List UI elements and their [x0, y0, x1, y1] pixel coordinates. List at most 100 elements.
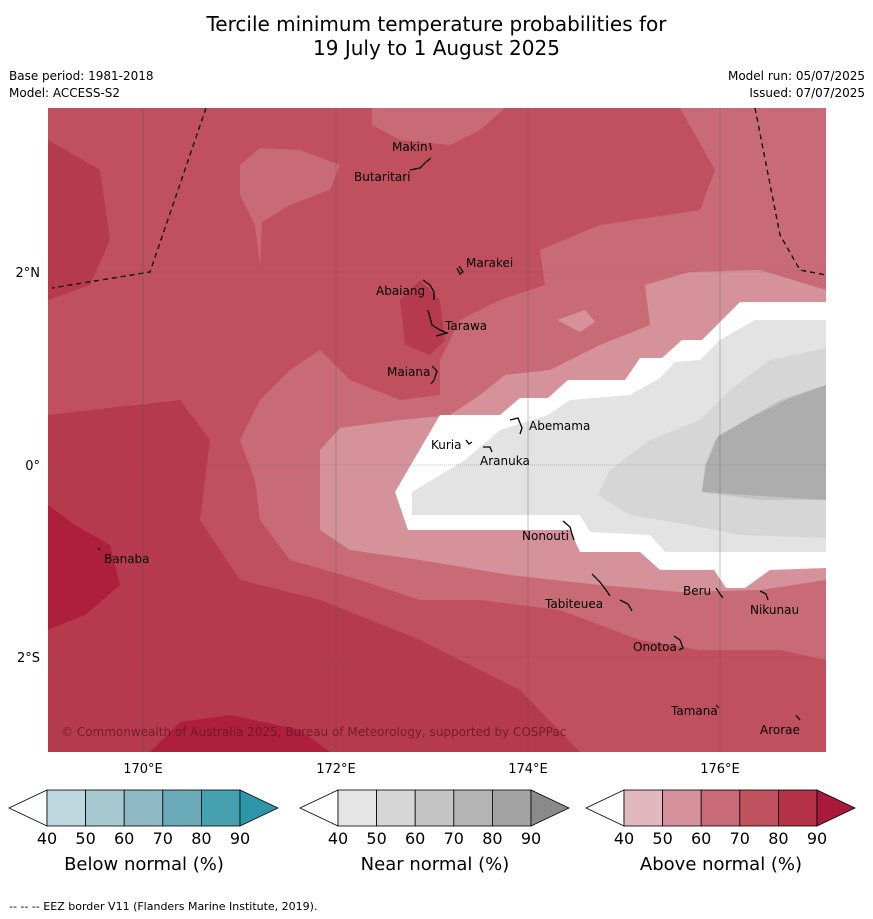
place-onotoa: Onotoa [633, 640, 677, 654]
island-marakei [456, 265, 464, 275]
island-tarawa [427, 309, 449, 337]
island-makin [429, 142, 432, 151]
colorbar-near [299, 789, 570, 827]
lon-label-174: 174°E [508, 762, 548, 777]
island-tamana [715, 704, 720, 709]
island-abemama [509, 417, 523, 435]
graticule [48, 108, 826, 752]
copyright-text: © Commonwealth of Australia 2025, Bureau… [61, 725, 566, 739]
island-maiana [430, 365, 438, 385]
map-fill-layer [48, 108, 826, 752]
place-butaritari: Butaritari [354, 170, 411, 184]
colorbar-above-segment [662, 789, 702, 827]
band-above-60-north [372, 108, 505, 145]
colorbar-below-segment [200, 789, 241, 827]
colorbar-near-title: Near normal (%) [360, 854, 510, 875]
colorbar-near-segment [453, 789, 493, 827]
footer-note: -- -- -- EEZ border V11 (Flanders Marine… [9, 900, 318, 913]
place-tamana: Tamana [670, 704, 718, 718]
lat-label-0: 0° [25, 459, 40, 474]
place-abemama: Abemama [529, 419, 590, 433]
island-butaritari [409, 157, 432, 171]
islands [97, 142, 801, 721]
island-aranuka [483, 446, 493, 453]
place-tabiteuea: Tabiteuea [544, 597, 603, 611]
colorbar-below-segment [162, 789, 202, 827]
issued-date: Issued: 07/07/2025 [749, 86, 865, 100]
band-near-80 [702, 385, 826, 500]
place-maiana: Maiana [387, 365, 430, 379]
colorbar-near-tick: 40 [327, 829, 349, 848]
colorbar-below [8, 789, 279, 827]
meta-left: Base period: 1981-2018 Model: ACCESS-S2 [9, 68, 154, 102]
place-makin: Makin [392, 140, 428, 154]
island-tabiteuea [591, 573, 633, 612]
colorbar-below-tick: 50 [75, 829, 96, 848]
band-above-90 [48, 505, 120, 630]
band-above-80-north [48, 108, 110, 300]
colorbar-below-high-extend [239, 789, 279, 827]
colorbar-near-tick: 70 [443, 829, 464, 848]
place-arorae: Arorae [760, 723, 800, 737]
island-banaba [97, 547, 101, 551]
place-kuria: Kuria [431, 438, 462, 452]
place-marakei: Marakei [466, 256, 513, 270]
band-above-50-spot [557, 310, 595, 332]
island-nikunau [759, 590, 769, 601]
colorbar-below-tick: 60 [114, 829, 135, 848]
island-arorae [795, 714, 801, 721]
colorbar-near-segment [337, 789, 377, 827]
colorbar-above-segment [778, 789, 818, 827]
island-beru [715, 587, 724, 599]
colorbar-below-tick: 40 [36, 829, 58, 848]
lat-label-2s: 2°S [17, 651, 40, 666]
lat-labels: 2°N 0° 2°S [16, 266, 41, 666]
colorbar-above-segment [739, 789, 779, 827]
band-above-60-west [240, 148, 340, 265]
colorbar-above-tick: 80 [768, 829, 789, 848]
colorbar-near-segment [491, 789, 532, 827]
colorbar-above-title: Above normal (%) [639, 854, 803, 875]
meta-right: Model run: 05/07/2025 Issued: 07/07/2025 [728, 68, 865, 102]
model-name: Model: ACCESS-S2 [9, 86, 121, 100]
colorbar-near-segment [414, 789, 455, 827]
place-beru: Beru [683, 584, 711, 598]
colorbar-near-tick: 60 [405, 829, 426, 848]
title-line-1: Tercile minimum temperature probabilitie… [206, 12, 667, 36]
colorbar-above-segment [623, 789, 663, 827]
chart-title: Tercile minimum temperature probabilitie… [0, 12, 873, 60]
colorbar-below-title: Below normal (%) [64, 854, 224, 875]
island-kuria [465, 439, 473, 445]
lon-label-176: 176°E [700, 762, 740, 777]
place-banaba: Banaba [104, 552, 150, 566]
island-nonouti [562, 520, 575, 541]
colorbar-above-tick: 50 [652, 829, 673, 848]
colorbar-above-high-extend [816, 789, 856, 827]
lon-labels: 170°E 172°E 174°E 176°E [123, 762, 740, 777]
colorbar-near-tick: 80 [482, 829, 503, 848]
colorbar-near-tick: 50 [366, 829, 387, 848]
lat-label-2n: 2°N [16, 266, 41, 281]
colorbar-above-tick: 70 [729, 829, 750, 848]
colorbar-below-segment [123, 789, 164, 827]
place-aranuka: Aranuka [480, 454, 530, 468]
lon-label-172: 172°E [316, 762, 356, 777]
place-nikunau: Nikunau [750, 603, 799, 617]
colorbar-above-tick: 90 [806, 829, 828, 848]
model-run: Model run: 05/07/2025 [727, 69, 865, 83]
colorbar-above-tick: 40 [613, 829, 635, 848]
colorbar-near-segment [376, 789, 416, 827]
colorbar-below-tick: 80 [191, 829, 212, 848]
lon-label-170: 170°E [123, 762, 163, 777]
island-abaiang [422, 279, 435, 300]
colorbar-near-high-extend [530, 789, 570, 827]
colorbar-below-segment [46, 789, 86, 827]
eez-border [51, 108, 826, 289]
band-above-80-west [48, 400, 580, 752]
title-line-2: 19 July to 1 August 2025 [313, 36, 560, 60]
place-tarawa: Tarawa [444, 319, 487, 333]
place-nonouti: Nonouti [522, 529, 569, 543]
colorbar-below-tick: 90 [229, 829, 251, 848]
band-above-90-south [150, 715, 330, 752]
